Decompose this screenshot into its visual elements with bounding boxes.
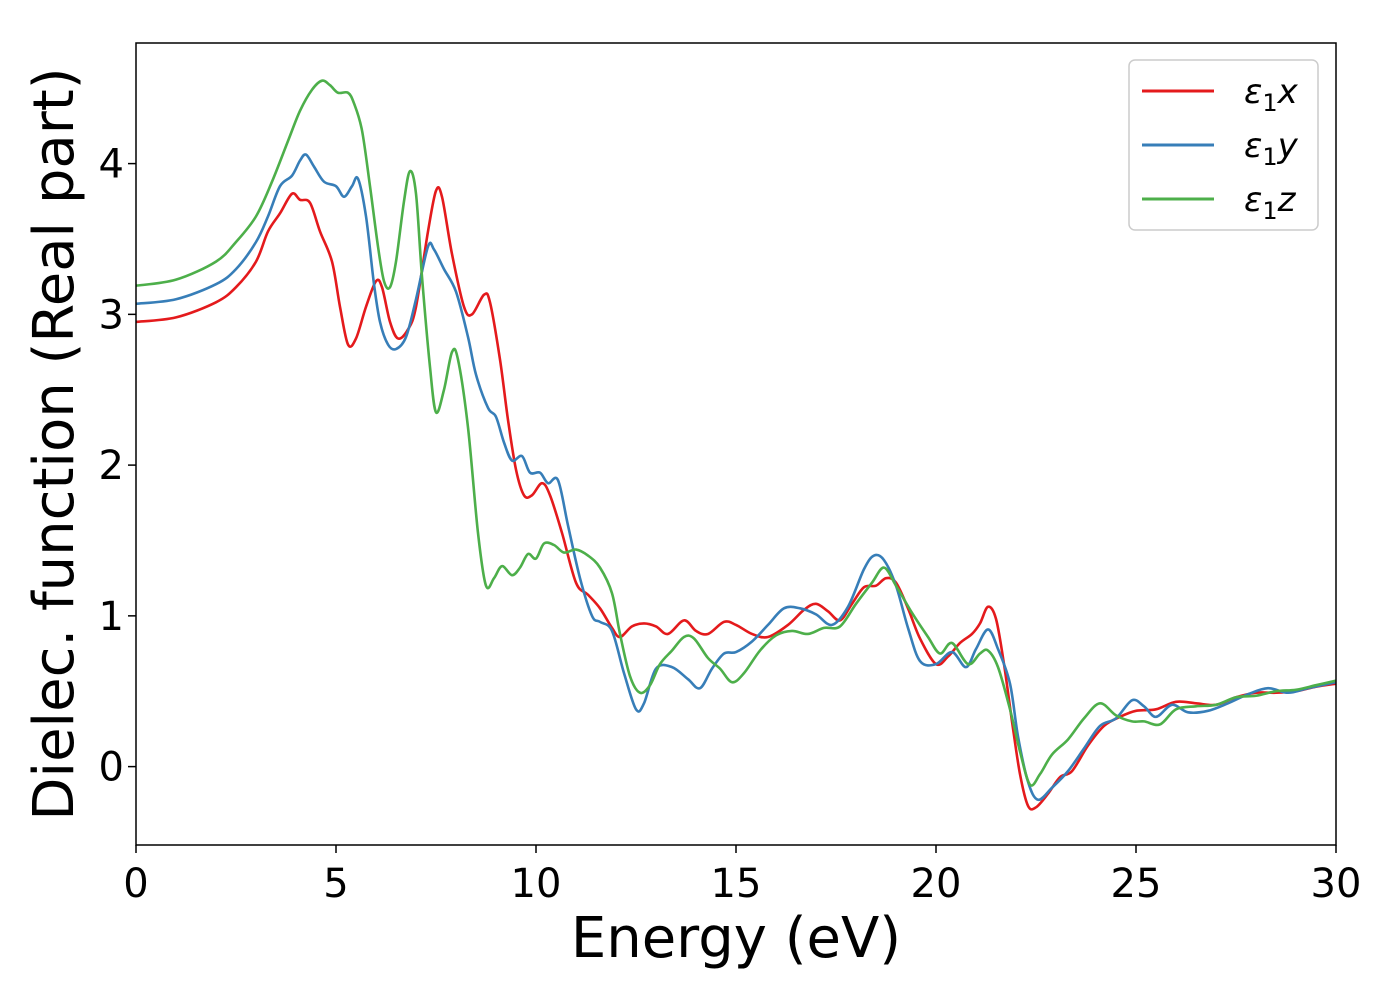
series-lines bbox=[136, 79, 1336, 811]
x-tick-label: 20 bbox=[911, 861, 962, 907]
x-tick-label: 15 bbox=[711, 861, 762, 907]
axis-ticks: 0 5 10 15 20 25 30 0 1 2 3 4 bbox=[99, 142, 1362, 907]
y-tick-label: 4 bbox=[99, 142, 124, 188]
x-axis-label: Energy (eV) bbox=[571, 906, 901, 971]
y-tick-label: 0 bbox=[99, 745, 124, 791]
series-line-2 bbox=[136, 153, 1336, 802]
x-tick-label: 30 bbox=[1311, 861, 1362, 907]
y-tick-label: 1 bbox=[99, 594, 124, 640]
y-axis-label: Dielec. function (Real part) bbox=[22, 67, 87, 820]
x-tick-label: 0 bbox=[123, 861, 148, 907]
series-line-3 bbox=[136, 79, 1336, 787]
legend-label-y: ε1y bbox=[1244, 126, 1299, 171]
x-tick-label: 5 bbox=[323, 861, 348, 907]
legend-box bbox=[1128, 59, 1319, 231]
y-tick-label: 3 bbox=[99, 292, 124, 338]
legend: ε1x ε1y ε1z bbox=[1128, 59, 1319, 231]
x-tick-label: 25 bbox=[1111, 861, 1162, 907]
legend-label-x: ε1x bbox=[1244, 72, 1299, 117]
legend-label-z: ε1z bbox=[1244, 180, 1297, 225]
y-tick-label: 2 bbox=[99, 443, 124, 489]
x-tick-label: 10 bbox=[511, 861, 562, 907]
